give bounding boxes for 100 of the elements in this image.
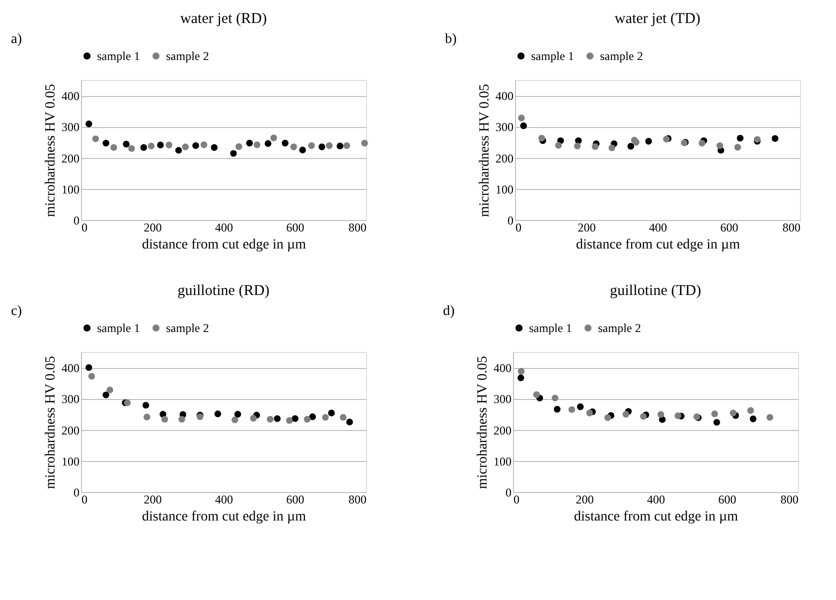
legend-label: sample 2 (600, 49, 643, 63)
y-axis-title: microhardness HV 0.05 (478, 84, 492, 218)
x-tick-label: 200 (144, 220, 162, 234)
point (657, 411, 664, 418)
text: d) (443, 304, 455, 319)
x-tick-label: 800 (348, 492, 366, 506)
point (166, 142, 172, 148)
point (214, 410, 222, 418)
point (361, 140, 368, 147)
point (88, 372, 96, 380)
point (632, 138, 640, 146)
point (322, 414, 329, 421)
point (766, 414, 774, 421)
point (282, 140, 288, 147)
x-axis-title: distance from cut edge in µm (142, 238, 306, 252)
point (538, 134, 546, 142)
point (304, 416, 311, 423)
point (142, 402, 150, 409)
point (232, 416, 238, 424)
x-axis-title: distance from cut edge in µm (142, 510, 306, 524)
text: a) (11, 32, 22, 47)
point (645, 138, 652, 145)
point (110, 144, 118, 151)
point (772, 135, 778, 142)
point (711, 410, 718, 418)
point (292, 415, 298, 422)
point (102, 140, 110, 147)
point (122, 140, 130, 148)
y-tick-label: 300 (494, 392, 512, 406)
x-tick-label: 400 (215, 220, 233, 234)
x-tick-label: 600 (720, 220, 738, 234)
point (586, 410, 593, 416)
point (326, 142, 333, 149)
point (290, 144, 298, 150)
point (235, 143, 242, 150)
x-tick-label: 600 (286, 492, 304, 506)
point (674, 412, 682, 420)
point (274, 415, 281, 422)
point (698, 140, 706, 147)
point (640, 413, 647, 420)
point (346, 418, 353, 426)
legend-label: sample 2 (166, 321, 209, 335)
point (92, 135, 99, 142)
point (318, 144, 326, 150)
legend-label: sample 1 (97, 321, 140, 335)
point (210, 144, 218, 151)
point (266, 416, 274, 423)
point (592, 143, 599, 150)
point (175, 146, 182, 154)
text: b) (445, 32, 457, 47)
point (106, 386, 114, 394)
x-tick-label: 200 (144, 492, 162, 506)
y-tick-label: 300 (62, 392, 80, 406)
point (270, 134, 278, 142)
point (343, 142, 350, 149)
point (736, 134, 744, 142)
y-tick-label: 300 (62, 120, 80, 134)
point (102, 392, 110, 398)
x-tick-label: 600 (718, 492, 736, 506)
point (246, 140, 253, 147)
chart-title: guillotine (TD) (610, 283, 702, 299)
y-tick-label: 400 (62, 361, 80, 376)
point (713, 418, 720, 426)
y-tick-label: 100 (496, 182, 514, 196)
x-axis-title: distance from cut edge in µm (576, 238, 740, 252)
point (574, 142, 581, 150)
point (608, 144, 616, 152)
chart-title: water jet (RD) (180, 11, 267, 27)
point (161, 416, 168, 423)
point (555, 142, 562, 149)
point (308, 142, 315, 149)
point (144, 414, 150, 420)
point (340, 414, 347, 421)
y-tick-label: 100 (62, 182, 80, 196)
legend-label: sample 1 (97, 49, 140, 63)
chart-title: guillotine (RD) (177, 283, 270, 299)
point (533, 391, 540, 398)
point (716, 142, 724, 149)
x-tick-label: 400 (649, 220, 667, 234)
point (148, 142, 155, 150)
point (552, 394, 558, 402)
legend-label: sample 1 (531, 49, 574, 63)
point (299, 146, 306, 154)
legend-label: sample 2 (598, 321, 641, 335)
x-tick-label: 200 (578, 220, 596, 234)
point (554, 406, 561, 413)
point (286, 417, 293, 424)
y-axis-title: microhardness HV 0.05 (44, 84, 58, 218)
point (140, 144, 148, 151)
point (192, 142, 200, 149)
point (178, 416, 186, 423)
point (520, 122, 527, 130)
x-tick-label: 800 (782, 220, 800, 234)
y-tick-label: 200 (62, 423, 80, 438)
y-tick-label: 400 (496, 89, 514, 104)
point (234, 410, 242, 418)
point (85, 364, 92, 371)
legend-label: sample 2 (166, 49, 209, 63)
point (730, 410, 737, 416)
y-axis-title: microhardness HV 0.05 (44, 356, 58, 490)
